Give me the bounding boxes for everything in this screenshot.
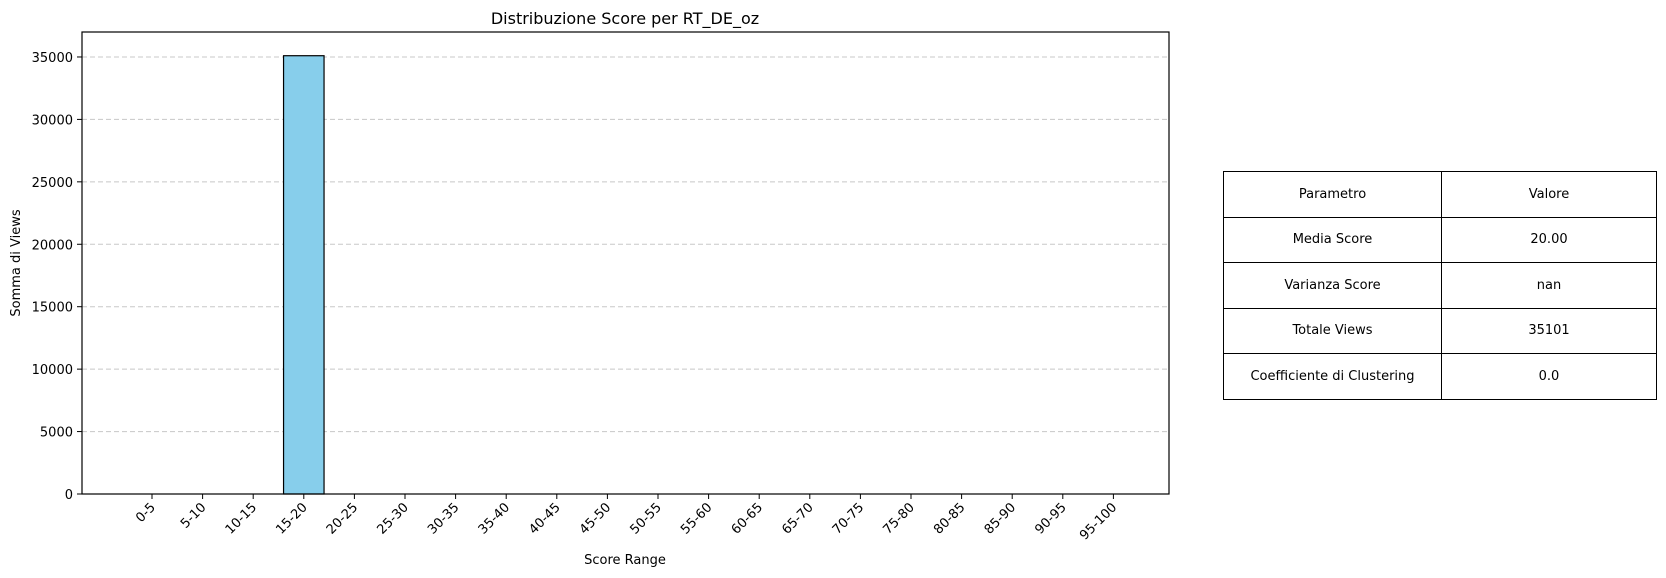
- table-header-cell: Valore: [1441, 171, 1657, 218]
- y-tick-label: 35000: [32, 51, 73, 66]
- y-tick-label: 5000: [40, 426, 73, 441]
- chart-title: Distribuzione Score per RT_DE_oz: [491, 9, 759, 29]
- x-tick-label: 20-25: [324, 500, 361, 537]
- x-tick-label: 75-80: [881, 500, 918, 537]
- table-header-row: Parametro Valore: [1223, 171, 1657, 218]
- bar-15-20: [282, 55, 325, 495]
- table-row: Totale Views 35101: [1223, 307, 1657, 354]
- x-tick-label: 55-60: [678, 500, 715, 537]
- x-tick-label: 10-15: [223, 500, 260, 537]
- x-tick-label: 70-75: [830, 500, 867, 537]
- table-header-cell: Parametro: [1223, 171, 1442, 218]
- y-tick-label: 15000: [32, 301, 73, 316]
- x-tick-label: 95-100: [1077, 500, 1120, 543]
- table-cell-parameter: Totale Views: [1223, 307, 1442, 354]
- y-axis-label: Somma di Views: [9, 209, 24, 316]
- table-row: Coefficiente di Clustering 0.0: [1223, 353, 1657, 400]
- grid-lines: [82, 56, 1169, 433]
- table-cell-parameter: Media Score: [1223, 216, 1442, 263]
- x-tick-label: 50-55: [628, 500, 665, 537]
- y-tick-label: 0: [65, 488, 73, 503]
- table-cell-parameter: Varianza Score: [1223, 262, 1442, 309]
- table-cell-value: 0.0: [1441, 353, 1657, 400]
- plot-frame: [81, 31, 1170, 495]
- bars: [282, 55, 325, 495]
- x-tick-label: 35-40: [476, 500, 513, 537]
- y-tick-label: 20000: [32, 238, 73, 253]
- x-tick-label: 0-5: [133, 500, 159, 526]
- stats-table: Parametro Valore Media Score 20.00 Varia…: [1223, 171, 1657, 400]
- table-cell-parameter: Coefficiente di Clustering: [1223, 353, 1442, 400]
- x-tick-label: 45-50: [577, 500, 614, 537]
- y-tick-label: 25000: [32, 176, 73, 191]
- x-tick-label: 90-95: [1032, 500, 1069, 537]
- table-cell-value: nan: [1441, 262, 1657, 309]
- x-tick-label: 30-35: [425, 500, 462, 537]
- x-tick-label: 15-20: [273, 500, 310, 537]
- x-tick-label: 85-90: [982, 500, 1019, 537]
- x-tick-label: 60-65: [729, 500, 766, 537]
- x-axis-label: Score Range: [584, 553, 666, 568]
- x-tick-label: 25-30: [375, 500, 412, 537]
- table-row: Media Score 20.00: [1223, 216, 1657, 263]
- table-cell-value: 35101: [1441, 307, 1657, 354]
- x-tick-label: 5-10: [178, 500, 209, 531]
- y-tick-label: 10000: [32, 363, 73, 378]
- y-tick-label: 30000: [32, 113, 73, 128]
- x-axis-ticks: 0-5 5-10 10-15 15-20 20-25 25-30 30-35 35-40 40-…: [133, 494, 1120, 543]
- x-tick-label: 80-85: [931, 500, 968, 537]
- y-axis-ticks: 0 5000 10000 15000 20000 25000 30000 35000: [32, 51, 82, 503]
- table-row: Varianza Score nan: [1223, 262, 1657, 309]
- x-tick-label: 40-45: [526, 500, 563, 537]
- x-tick-label: 65-70: [779, 500, 816, 537]
- table-cell-value: 20.00: [1441, 216, 1657, 263]
